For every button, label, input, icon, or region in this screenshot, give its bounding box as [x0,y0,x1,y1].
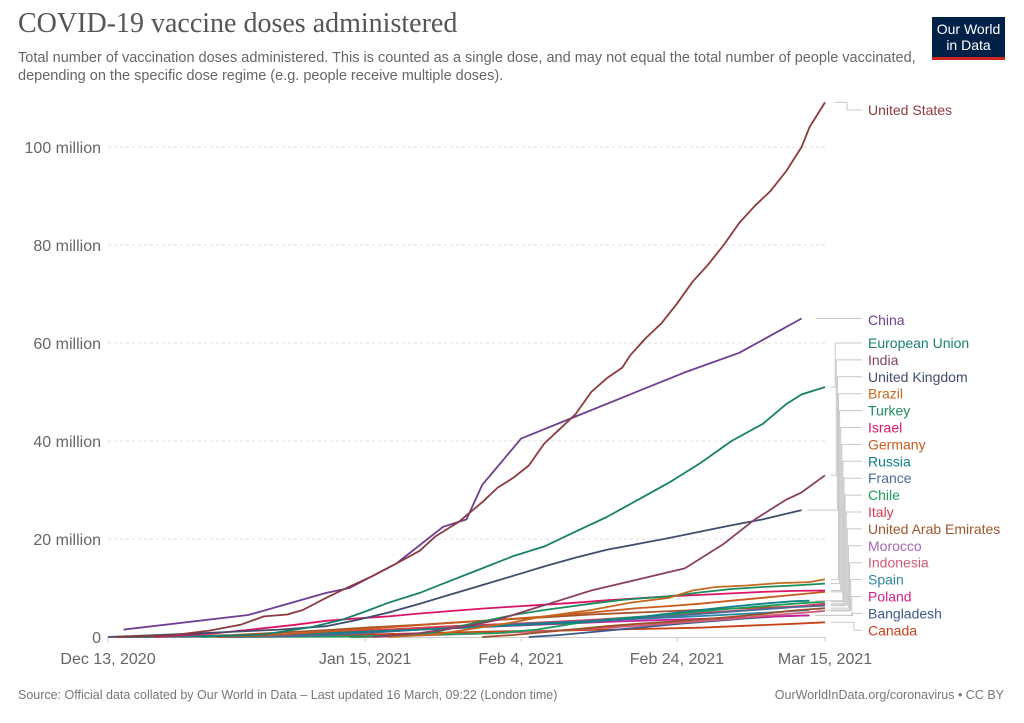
legend-connector [815,612,862,616]
legend-connector [831,562,862,612]
logo-line-1: Our World [936,21,1001,37]
series-line-india[interactable] [372,474,826,638]
legend-label-indonesia[interactable]: Indonesia [868,555,929,571]
series-line-china[interactable] [123,317,803,631]
legend-label-france[interactable]: France [868,470,912,486]
series-line-morocco[interactable] [482,607,826,638]
y-axis: 0 20 million 40 million 60 million 80 millio… [25,140,102,647]
legend-label-chile[interactable]: Chile [868,487,900,503]
y-tick-label: 40 million [33,434,101,451]
logo-line-2: in Data [946,37,991,53]
series-lines [107,101,826,638]
series-line-european-union[interactable] [201,386,826,638]
legend-label-united-kingdom[interactable]: United Kingdom [868,369,968,385]
chart-subtitle: Total number of vaccination doses admini… [18,50,916,84]
owid-logo[interactable]: Our World in Data [932,17,1005,60]
gridlines [108,146,825,540]
legend-label-united-arab-emirates[interactable]: United Arab Emirates [868,521,1000,537]
legend-connector [831,443,862,593]
series-line-bangladesh[interactable] [528,614,810,638]
legend-connector [831,342,862,388]
legend-label-poland[interactable]: Poland [868,589,912,605]
legend-label-spain[interactable]: Spain [868,572,904,588]
legend-connector [831,427,862,591]
legend-label-canada[interactable]: Canada [868,622,917,638]
legend-label-morocco[interactable]: Morocco [868,538,922,554]
legend-label-italy[interactable]: Italy [868,504,894,520]
legend-label-china[interactable]: China [868,312,905,328]
y-tick-label: 60 million [33,336,101,353]
legend-connector [831,621,862,631]
owid-link[interactable]: OurWorldInData.org/coronavirus • CC BY [774,688,1004,702]
x-tick-label: Dec 13, 2020 [60,651,155,668]
series-line-united-states[interactable] [115,101,826,638]
x-tick-label: Jan 15, 2021 [319,651,412,668]
legend-label-russia[interactable]: Russia [868,453,911,469]
series-line-israel[interactable] [154,589,826,638]
x-tick-label: Mar 15, 2021 [778,651,872,668]
y-tick-label: 20 million [33,532,101,549]
legend-label-bangladesh[interactable]: Bangladesh [868,605,942,621]
legend-connector [807,376,862,511]
legend-connector [831,545,862,609]
legend-connector [835,101,862,111]
y-tick-label: 80 million [33,238,101,255]
legend-connectors [807,101,862,631]
legend-label-european-union[interactable]: European Union [868,335,969,351]
legend-connector [815,579,862,611]
chart-title: COVID-19 vaccine doses administered [18,8,458,39]
series-line-united-kingdom[interactable] [107,509,802,638]
legend-connector [831,494,862,603]
legend-connector [831,359,862,476]
legend-label-germany[interactable]: Germany [868,436,926,452]
legend-connector [831,511,862,605]
y-tick-label: 100 million [25,140,101,157]
y-tick-label: 0 [92,630,101,647]
legend-label-india[interactable]: India [868,352,899,368]
legend-connector [831,393,862,580]
legend-label-united-states[interactable]: United States [868,102,952,118]
legend-label-turkey[interactable]: Turkey [868,403,910,419]
series-line-brazil[interactable] [388,578,826,638]
source-note: Source: Official data collated by Our Wo… [18,688,558,702]
legend-connector [815,460,862,602]
legend-label-israel[interactable]: Israel [868,420,902,436]
x-tick-label: Feb 24, 2021 [630,651,724,668]
x-axis: Dec 13, 2020 Jan 15, 2021 Feb 4, 2021 Feb 2… [60,637,872,668]
series-line-germany[interactable] [217,591,826,638]
x-tick-label: Feb 4, 2021 [478,651,564,668]
legend-label-brazil[interactable]: Brazil [868,386,903,402]
legend-connector [831,528,862,606]
legend-connector [831,410,862,585]
